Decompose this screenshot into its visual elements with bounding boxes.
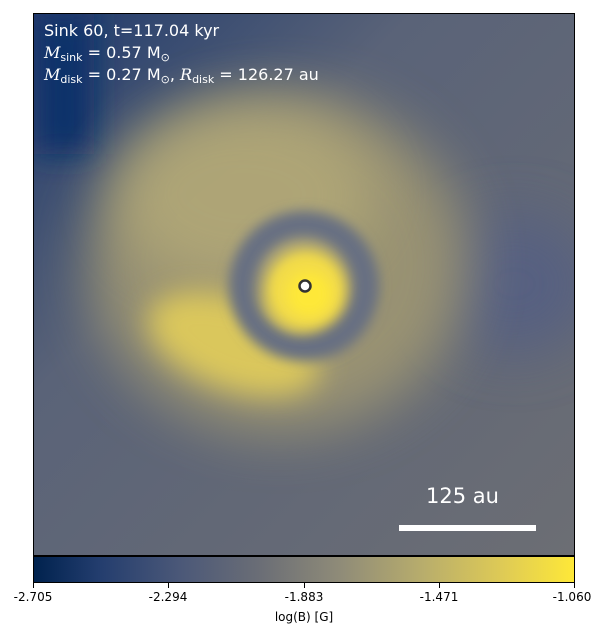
colorbar-tick-label: -2.294 (148, 590, 188, 604)
colorbar-tick-label: -1.060 (552, 590, 592, 604)
colorbar-tick (33, 583, 34, 588)
m-disk-symbol: M (44, 65, 61, 84)
colorbar-label: log(B) [G] (274, 610, 334, 624)
colorbar-tick-label: -1.471 (419, 590, 459, 604)
colorbar-tick-label: -1.883 (284, 590, 324, 604)
m-sink-sub: sink (60, 51, 83, 64)
right-lobe (434, 214, 574, 354)
r-disk-value: = 126.27 au (214, 65, 319, 84)
core-peak (287, 272, 331, 316)
colorbar (33, 556, 575, 583)
colorbar-tick (439, 583, 440, 588)
upper-halo (114, 104, 374, 284)
m-sink-value: = 0.57 M (82, 43, 161, 62)
colorbar-tick (168, 583, 169, 588)
colorbar-tick-label: -2.705 (13, 590, 53, 604)
r-disk-symbol: R (180, 65, 193, 84)
disk-props: Mdisk = 0.27 M⊙, Rdisk = 126.27 au (44, 65, 319, 90)
m-disk-sub: disk (60, 73, 83, 86)
dark-ring (229, 211, 379, 361)
m-disk-unit-sub: ⊙ (160, 73, 170, 86)
sink-title: Sink 60, t=117.04 kyr (44, 21, 220, 40)
scalebar (399, 525, 536, 531)
sink-mass: Msink = 0.57 M⊙ (44, 43, 170, 68)
sink-marker (298, 279, 312, 293)
field-image (34, 14, 574, 555)
spiral-arm (148, 291, 320, 397)
scalebar-label: 125 au (426, 484, 499, 508)
r-disk-sub: disk (192, 73, 215, 86)
dark-corner (34, 14, 94, 154)
m-sink-symbol: M (44, 43, 61, 62)
comma: , (169, 65, 181, 84)
magnetic-field-map: Sink 60, t=117.04 kyr Msink = 0.57 M⊙ Md… (33, 13, 575, 556)
m-disk-value: = 0.27 M (82, 65, 161, 84)
m-sink-unit-sub: ⊙ (160, 51, 170, 64)
colorbar-tick (574, 583, 575, 588)
colorbar-tick (304, 583, 305, 588)
